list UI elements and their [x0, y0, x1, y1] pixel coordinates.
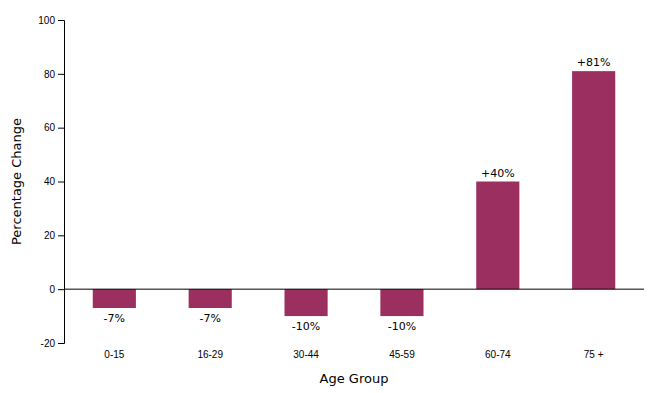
- y-tick-label: 20: [44, 230, 56, 241]
- x-tick: 45-59: [389, 343, 415, 360]
- y-tick-label: 0: [49, 284, 55, 295]
- y-tick-label: 60: [44, 122, 56, 133]
- data-label: -7%: [199, 312, 220, 325]
- x-tick-label: 0-15: [104, 349, 124, 360]
- x-tick-label: 75 +: [584, 349, 604, 360]
- data-labels: -7% -7% -10% -10% +40% +81%: [104, 56, 611, 333]
- y-axis-line: [58, 21, 65, 344]
- y-tick: 0: [49, 284, 64, 295]
- y-tick: 20: [44, 230, 64, 241]
- bar: [380, 289, 423, 316]
- x-axis-title: Age Group: [320, 371, 389, 386]
- bar: [93, 289, 136, 308]
- y-tick-mark: [58, 182, 64, 183]
- y-tick-mark: [58, 235, 64, 236]
- data-label: -7%: [104, 312, 125, 325]
- y-tick-mark: [58, 289, 64, 290]
- bar: [284, 289, 327, 316]
- zero-line: [64, 289, 644, 290]
- x-tick-label: 60-74: [485, 349, 511, 360]
- data-label: +81%: [577, 56, 611, 69]
- y-tick-mark: [58, 343, 64, 344]
- x-tick-label: 45-59: [389, 349, 415, 360]
- x-axis: 0-15 16-29 30-44 45-59 60-74 75 +: [104, 343, 603, 360]
- bar: [572, 71, 615, 289]
- y-axis-title: Percentage Change: [9, 118, 24, 245]
- y-tick-label: -20: [41, 338, 56, 349]
- y-tick-mark: [58, 128, 64, 129]
- x-tick: 60-74: [485, 343, 511, 360]
- data-label: -10%: [292, 320, 320, 333]
- bar: [189, 289, 232, 308]
- y-tick: 100: [38, 15, 64, 26]
- data-label: +40%: [481, 167, 515, 180]
- x-tick: 16-29: [197, 343, 223, 360]
- x-tick-label: 16-29: [197, 349, 223, 360]
- y-tick-label: 80: [44, 69, 56, 80]
- bars: [93, 71, 615, 316]
- x-tick: 0-15: [104, 343, 124, 360]
- y-tick-mark: [58, 74, 64, 75]
- bar: [476, 182, 519, 290]
- chart: -20 0 20 40 60 80 100 0-15 16-29 30-44 45-59 60-74 7…: [0, 0, 664, 393]
- y-tick-label: 40: [44, 176, 56, 187]
- x-tick: 75 +: [584, 343, 604, 360]
- y-tick: 60: [44, 122, 64, 133]
- y-tick: 80: [44, 69, 64, 80]
- data-label: -10%: [388, 320, 416, 333]
- y-tick-label: 100: [38, 15, 55, 26]
- y-tick: -20: [41, 338, 64, 349]
- y-tick-mark: [58, 20, 64, 21]
- x-tick: 30-44: [293, 343, 319, 360]
- y-tick: 40: [44, 176, 64, 187]
- y-axis: -20 0 20 40 60 80 100: [38, 15, 64, 349]
- plot: -20 0 20 40 60 80 100 0-15 16-29 30-44 45-59 60-74 7…: [38, 15, 644, 360]
- x-tick-label: 30-44: [293, 349, 319, 360]
